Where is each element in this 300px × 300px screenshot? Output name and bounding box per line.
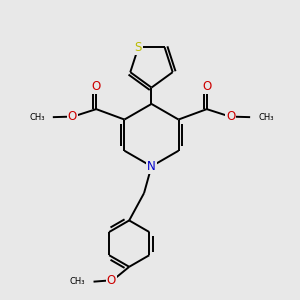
Text: O: O [107, 274, 116, 287]
Text: O: O [226, 110, 235, 123]
Text: CH₃: CH₃ [29, 113, 44, 122]
Text: CH₃: CH₃ [259, 113, 274, 122]
Text: S: S [135, 41, 142, 54]
Text: O: O [68, 110, 77, 123]
Text: CH₃: CH₃ [70, 277, 85, 286]
Text: O: O [92, 80, 101, 93]
Text: N: N [147, 160, 156, 173]
Text: O: O [202, 80, 212, 93]
